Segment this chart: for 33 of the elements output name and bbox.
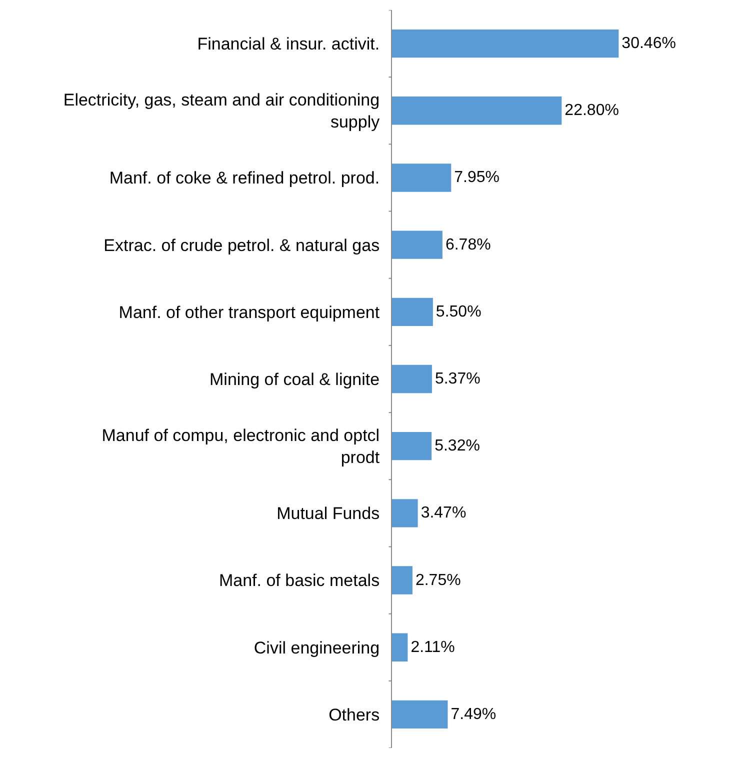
- data-label: 2.75%: [415, 572, 461, 589]
- data-label: 30.46%: [622, 35, 676, 52]
- bar: [392, 499, 418, 528]
- data-label: 5.32%: [434, 438, 480, 455]
- data-label: 6.78%: [445, 236, 491, 254]
- data-label: 5.50%: [436, 303, 482, 320]
- data-label: 7.95%: [454, 169, 500, 186]
- data-label: 5.37%: [434, 370, 480, 388]
- data-label: 7.49%: [450, 706, 496, 723]
- y-tick-label: Electricity, gas, steam and air conditioning supply: [63, 90, 380, 132]
- y-tick-label: Manuf of compu, electronic and optcl prodt: [102, 426, 380, 468]
- y-tick-label: Manf. of other transport equipment: [118, 302, 380, 322]
- bar: [392, 700, 448, 729]
- bar: [392, 633, 408, 662]
- bar: [392, 164, 452, 192]
- data-label: 22.80%: [564, 102, 619, 120]
- y-tick-label: Mining of coal & lignite: [210, 370, 380, 389]
- bar: [392, 566, 412, 594]
- y-tick-label: Extrac. of crude petrol. & natural gas: [104, 236, 380, 255]
- y-tick-label: Financial & insur. activit.: [197, 34, 380, 54]
- y-tick-label: Civil engineering: [254, 638, 380, 658]
- bar: [392, 298, 433, 326]
- y-tick-label: Mutual Funds: [276, 504, 380, 524]
- bar: [392, 29, 619, 58]
- bar: [392, 96, 562, 125]
- bar: [392, 364, 432, 394]
- y-tick-label: Manf. of basic metals: [218, 571, 380, 590]
- data-label: 2.11%: [410, 638, 455, 656]
- y-tick-label: Others: [328, 705, 380, 724]
- y-tick-label: Manf. of coke & refined petrol. prod.: [109, 168, 380, 188]
- bar: [392, 230, 442, 259]
- bar: [392, 432, 432, 460]
- data-label: 3.47%: [420, 504, 466, 522]
